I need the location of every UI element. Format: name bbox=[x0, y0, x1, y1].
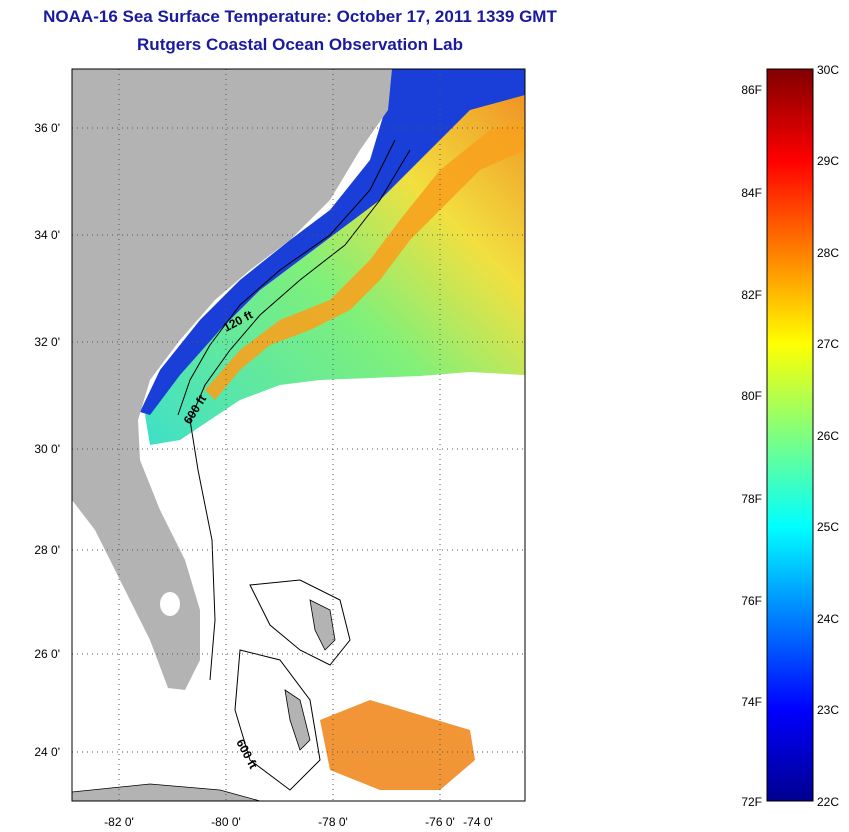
lat-label: 30 0' bbox=[34, 442, 60, 456]
lat-label: 34 0' bbox=[34, 228, 60, 242]
lat-label: 24 0' bbox=[34, 745, 60, 759]
cb-f-label: 80F bbox=[741, 389, 762, 403]
map-title: NOAA-16 Sea Surface Temperature: October… bbox=[43, 7, 557, 26]
lon-label: -82 0' bbox=[104, 815, 134, 829]
gulf-stream-band bbox=[205, 120, 525, 400]
warm-patch-south bbox=[320, 700, 475, 790]
lon-label: -78 0' bbox=[318, 815, 348, 829]
cb-c-label: 30C bbox=[817, 63, 839, 77]
contour-bahamas bbox=[234, 579, 351, 791]
lat-label: 26 0' bbox=[34, 647, 60, 661]
cuba-land bbox=[72, 783, 261, 801]
map-subtitle: Rutgers Coastal Ocean Observation Lab bbox=[137, 35, 463, 54]
contour-120ft bbox=[177, 139, 396, 416]
latitude-axis: 36 0' 34 0' 32 0' 30 0' 28 0' 26 0' 24 0… bbox=[34, 121, 60, 759]
graticule bbox=[72, 69, 525, 801]
map-border bbox=[71, 68, 526, 802]
colorbar-celsius-scale: 30C 29C 28C 27C 26C 25C 24C 23C 22C bbox=[817, 63, 839, 809]
bahamas-land bbox=[284, 599, 336, 751]
cb-c-label: 22C bbox=[817, 795, 839, 809]
cb-c-label: 26C bbox=[817, 429, 839, 443]
cb-f-label: 84F bbox=[741, 186, 762, 200]
cb-f-label: 82F bbox=[741, 288, 762, 302]
cb-f-label: 78F bbox=[741, 492, 762, 506]
lat-label: 28 0' bbox=[34, 543, 60, 557]
longitude-axis: -82 0' -80 0' -78 0' -76 0' -74 0' bbox=[104, 815, 493, 829]
lon-label: -74 0' bbox=[463, 815, 493, 829]
cb-c-label: 27C bbox=[817, 337, 839, 351]
cb-c-label: 24C bbox=[817, 612, 839, 626]
cb-c-label: 29C bbox=[817, 154, 839, 168]
cb-f-label: 76F bbox=[741, 594, 762, 608]
lon-label: -76 0' bbox=[425, 815, 455, 829]
lon-label: -80 0' bbox=[211, 815, 241, 829]
land-mass bbox=[72, 69, 392, 690]
lake-okeechobee bbox=[160, 592, 180, 616]
contour-600ft bbox=[189, 149, 411, 681]
cb-f-label: 86F bbox=[741, 83, 762, 97]
colorbar bbox=[766, 68, 814, 802]
coastal-cold-water bbox=[140, 69, 525, 415]
cb-f-label: 72F bbox=[741, 795, 762, 809]
cb-c-label: 28C bbox=[817, 246, 839, 260]
cb-c-label: 23C bbox=[817, 703, 839, 717]
lat-label: 36 0' bbox=[34, 121, 60, 135]
cb-c-label: 25C bbox=[817, 520, 839, 534]
colorbar-fahrenheit-scale: 86F 84F 82F 80F 78F 76F 74F 72F bbox=[741, 83, 762, 809]
lat-label: 32 0' bbox=[34, 335, 60, 349]
cb-f-label: 74F bbox=[741, 695, 762, 709]
